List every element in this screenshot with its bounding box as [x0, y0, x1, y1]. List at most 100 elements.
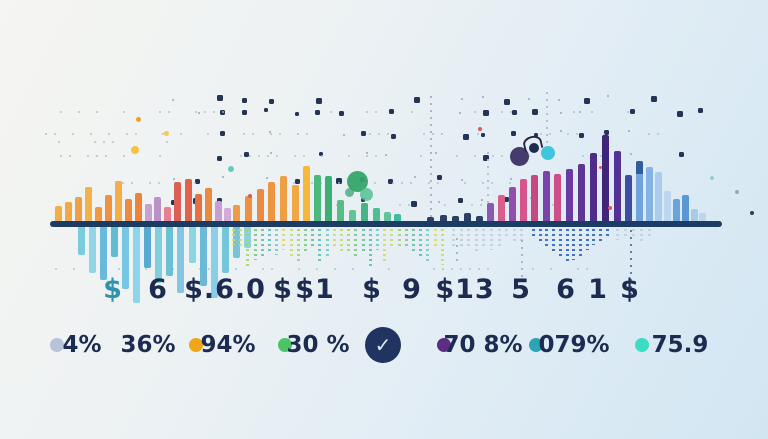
grid-dot — [220, 131, 226, 137]
halftone-column — [275, 229, 278, 255]
grid-dot — [461, 98, 464, 101]
halftone-column — [482, 229, 485, 246]
accent-circle — [509, 146, 529, 166]
legend-dot — [635, 338, 649, 352]
halftone-column — [354, 229, 357, 257]
grid-dot — [360, 130, 366, 136]
legend-dot — [278, 338, 292, 352]
bar-cap — [636, 161, 643, 174]
bar — [95, 207, 102, 221]
accent-circle — [248, 194, 252, 198]
bar — [384, 212, 391, 221]
dash-dot — [369, 133, 371, 135]
grid-dot — [437, 175, 443, 181]
dash-dot — [55, 268, 57, 270]
dash-dot — [474, 155, 476, 157]
grid-dot — [315, 109, 321, 115]
grid-dot — [677, 111, 684, 118]
grid-dot — [458, 112, 461, 115]
value-label: 1 — [588, 274, 608, 305]
bar — [614, 151, 621, 221]
grid-dot — [270, 152, 273, 155]
dash-dot — [573, 111, 575, 113]
dashed-vertical-line — [456, 238, 458, 262]
bar — [476, 216, 483, 221]
grid-dot — [482, 155, 489, 162]
grid-dot — [579, 110, 582, 113]
halftone-column — [398, 229, 401, 248]
bar — [145, 204, 152, 221]
dash-dot — [294, 155, 296, 157]
dash-dot — [243, 133, 245, 135]
reflection-bar — [78, 227, 85, 255]
bar — [257, 189, 264, 221]
reflection-bar — [177, 227, 184, 293]
value-label: $.6.0 — [184, 274, 266, 305]
reflection-bar — [166, 227, 173, 276]
dash-dot — [423, 133, 425, 135]
grid-dot — [463, 134, 470, 141]
dash-dot — [135, 133, 137, 135]
reflection-bar — [133, 227, 140, 303]
dash-dot — [126, 133, 128, 135]
halftone-column — [376, 229, 379, 250]
bar — [337, 200, 344, 221]
dash-dot — [509, 182, 511, 184]
grid-dot — [482, 109, 489, 116]
grid-dot — [294, 179, 300, 185]
halftone-column — [326, 229, 329, 256]
halftone-column — [318, 229, 321, 262]
dash-dot — [375, 155, 377, 157]
dash-dot — [387, 133, 389, 135]
grid-dot — [217, 95, 224, 102]
dash-dot — [204, 111, 206, 113]
dash-dot — [432, 133, 434, 135]
reflection-bar — [189, 227, 196, 263]
grid-dot — [583, 97, 590, 104]
dash-dot — [657, 133, 659, 135]
accent-circle — [598, 165, 602, 169]
bar — [361, 203, 368, 221]
legend-dot — [189, 338, 203, 352]
dash-dot — [321, 155, 323, 157]
value-label: 9 — [402, 274, 422, 305]
halftone-column — [616, 229, 619, 240]
grid-dot — [461, 178, 464, 181]
halftone-column — [490, 229, 493, 250]
bar — [498, 195, 505, 221]
value-label: 6 — [148, 274, 168, 305]
halftone-column — [452, 229, 455, 246]
halftone-column — [412, 229, 415, 251]
dash-dot — [338, 182, 340, 184]
grid-dot — [391, 133, 397, 139]
legend-label: 4% — [62, 332, 102, 358]
dash-dot — [471, 204, 473, 206]
halftone-column — [606, 229, 609, 237]
dash-dot — [577, 268, 579, 270]
bar — [55, 206, 62, 221]
grid-dot — [319, 151, 324, 156]
bar — [636, 161, 643, 221]
dash-dot — [96, 155, 98, 157]
dash-dot — [54, 133, 56, 135]
dash-dot — [112, 141, 114, 143]
halftone-column — [572, 229, 575, 260]
halftone-column — [290, 229, 293, 257]
accent-circle — [163, 130, 169, 136]
dash-dot — [437, 182, 439, 184]
halftone-column — [268, 229, 271, 254]
dash-dot — [298, 268, 300, 270]
dash-dot — [477, 133, 479, 135]
dash-dot — [105, 155, 107, 157]
grid-dot — [338, 111, 344, 117]
grid-dot — [217, 197, 223, 203]
dash-dot — [293, 182, 295, 184]
dash-dot — [576, 133, 578, 135]
legend-label: 94% — [200, 332, 256, 358]
dash-dot — [428, 182, 430, 184]
grid-dot — [534, 133, 539, 138]
bar — [164, 207, 171, 221]
grid-dot — [171, 99, 174, 102]
reflection-bar — [222, 227, 229, 273]
bar — [440, 215, 447, 221]
